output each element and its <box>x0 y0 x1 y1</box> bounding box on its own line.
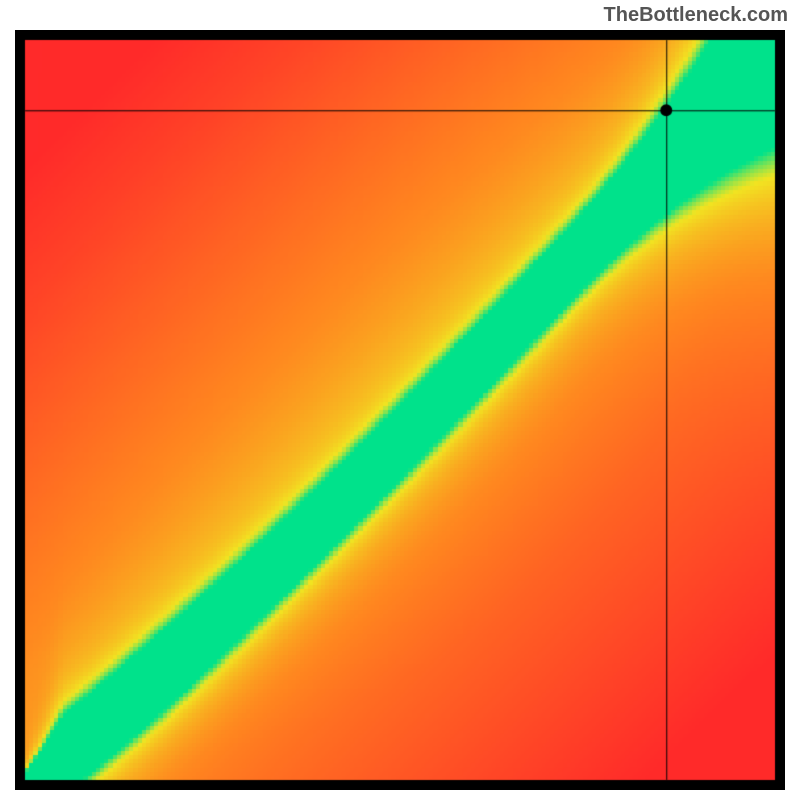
chart-container: TheBottleneck.com <box>0 0 800 800</box>
crosshair-canvas <box>15 30 785 790</box>
heatmap-plot <box>15 30 785 790</box>
watermark-text: TheBottleneck.com <box>604 4 788 27</box>
